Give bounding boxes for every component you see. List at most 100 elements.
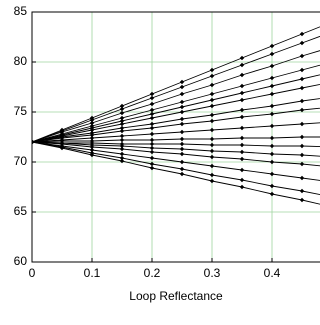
point-marker	[269, 183, 275, 189]
point-marker	[89, 117, 95, 123]
point-marker	[179, 146, 185, 152]
point-marker	[209, 178, 215, 184]
point-marker	[299, 85, 305, 91]
point-marker	[119, 118, 125, 124]
point-marker	[209, 97, 215, 103]
point-marker	[179, 79, 185, 85]
point-marker	[269, 103, 275, 109]
point-marker	[209, 118, 215, 124]
point-marker	[209, 172, 215, 178]
series-line	[32, 141, 320, 196]
point-marker	[179, 109, 185, 115]
point-marker	[89, 127, 95, 133]
point-marker	[299, 53, 305, 59]
point-marker	[209, 148, 215, 154]
point-marker	[299, 98, 305, 104]
point-marker	[149, 107, 155, 113]
point-marker	[149, 141, 155, 147]
point-marker	[149, 161, 155, 167]
x-tick-label: 0.3	[204, 266, 221, 280]
point-marker	[299, 31, 305, 37]
point-marker	[89, 147, 95, 153]
point-marker	[299, 40, 305, 46]
point-marker	[179, 159, 185, 165]
point-marker	[299, 161, 305, 167]
point-marker	[239, 62, 245, 68]
point-marker	[119, 137, 125, 143]
x-tick-label: 0	[29, 266, 36, 280]
point-marker	[149, 91, 155, 97]
point-marker	[269, 91, 275, 97]
point-marker	[299, 107, 305, 113]
series-line	[32, 141, 320, 148]
point-marker	[299, 143, 305, 149]
point-marker	[89, 144, 95, 150]
point-marker	[149, 95, 155, 101]
x-tick-label: 0.2	[144, 266, 161, 280]
point-marker	[149, 115, 155, 121]
point-marker	[179, 104, 185, 110]
point-marker	[269, 191, 275, 197]
point-marker	[299, 152, 305, 158]
point-marker	[239, 72, 245, 78]
point-marker	[239, 167, 245, 173]
series-line	[32, 74, 320, 143]
point-marker	[149, 125, 155, 131]
point-marker	[119, 103, 125, 109]
point-marker	[209, 142, 215, 148]
point-marker	[269, 171, 275, 177]
y-tick-label: 60	[14, 254, 28, 268]
point-marker	[89, 120, 95, 126]
point-marker	[239, 184, 245, 190]
point-marker	[209, 103, 215, 109]
point-marker	[239, 149, 245, 155]
point-marker	[239, 114, 245, 120]
point-marker	[119, 143, 125, 149]
point-marker	[269, 143, 275, 149]
point-marker	[269, 63, 275, 69]
point-marker	[209, 67, 215, 73]
point-marker	[299, 188, 305, 194]
point-marker	[269, 111, 275, 117]
y-tick-label: 75	[14, 104, 28, 118]
point-marker	[119, 155, 125, 161]
point-marker	[299, 76, 305, 82]
point-marker	[119, 110, 125, 116]
point-marker	[269, 83, 275, 89]
point-marker	[269, 43, 275, 49]
point-marker	[209, 163, 215, 169]
y-tick-label: 85	[14, 4, 28, 18]
point-marker	[239, 97, 245, 103]
point-marker	[149, 111, 155, 117]
point-marker	[209, 136, 215, 142]
x-tick-label: 0.4	[264, 266, 281, 280]
point-marker	[119, 125, 125, 131]
series-line	[32, 50, 320, 143]
point-marker	[149, 137, 155, 143]
point-marker	[209, 91, 215, 97]
point-marker	[269, 159, 275, 165]
point-marker	[299, 197, 305, 203]
series-line	[32, 64, 320, 143]
series-line	[32, 26, 320, 143]
point-marker	[119, 106, 125, 112]
point-marker	[119, 146, 125, 152]
point-marker	[119, 128, 125, 134]
point-marker	[239, 55, 245, 61]
point-marker	[239, 107, 245, 113]
point-marker	[239, 177, 245, 183]
point-marker	[179, 151, 185, 157]
point-marker	[299, 121, 305, 127]
point-marker	[209, 82, 215, 88]
x-axis-label: Loop Reflectance	[129, 289, 223, 303]
y-tick-label: 70	[14, 154, 28, 168]
point-marker	[269, 135, 275, 141]
point-marker	[119, 158, 125, 164]
point-marker	[269, 151, 275, 157]
point-marker	[179, 136, 185, 142]
point-marker	[299, 67, 305, 73]
point-marker	[149, 101, 155, 107]
point-marker	[239, 90, 245, 96]
